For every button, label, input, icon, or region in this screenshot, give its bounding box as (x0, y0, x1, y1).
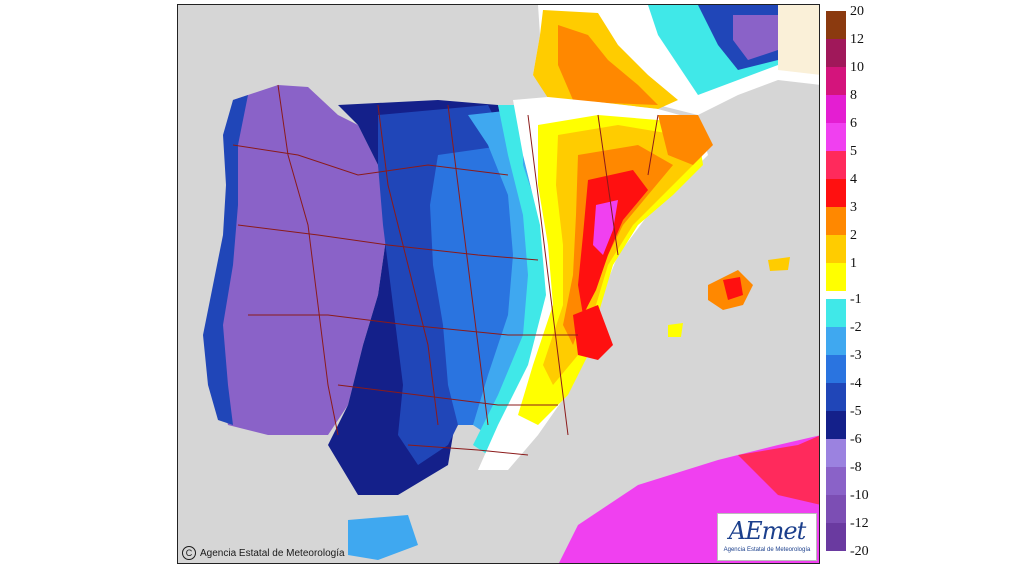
legend-swatch (826, 179, 846, 207)
legend-label: 8 (850, 88, 857, 103)
legend-swatch (826, 467, 846, 495)
legend-cold-row: -6 (826, 432, 886, 467)
legend-swatch (826, 411, 846, 439)
legend-swatch (826, 495, 846, 523)
aemet-logo: AEmet Agencia Estatal de Meteorología (717, 513, 817, 561)
legend-warm-row: 5 (826, 144, 886, 179)
legend-swatch (826, 39, 846, 67)
legend-label: 12 (850, 32, 864, 47)
legend-label: -3 (850, 348, 862, 363)
legend-label: -6 (850, 432, 862, 447)
africa-cold-strip (348, 515, 418, 560)
catalonia-red (658, 115, 713, 165)
legend-cold-row: -8 (826, 460, 886, 495)
color-legend: 20 12 10 8 6 5 4 3 2 1 -1 -2 -3 -4 -5 -6 -8 -10 -12 -20 (826, 4, 886, 566)
anomaly-map: C Agencia Estatal de Meteorología AEmet … (177, 4, 820, 564)
legend-swatch (826, 263, 846, 291)
legend-swatch (826, 67, 846, 95)
portugal-landmass (208, 85, 388, 435)
province-borders (232, 84, 659, 456)
copyright-notice: C Agencia Estatal de Meteorología (182, 546, 345, 560)
spain-east-red (578, 170, 648, 315)
ibiza (668, 323, 683, 337)
legend-swatch (826, 123, 846, 151)
france-plain (778, 5, 819, 75)
legend-warm-row: 3 (826, 200, 886, 235)
legend-warm-row: 4 (826, 172, 886, 207)
legend-label: -12 (850, 516, 869, 531)
legend-cold-row: -12 (826, 516, 886, 551)
legend-swatch (826, 11, 846, 39)
legend-label: 4 (850, 172, 857, 187)
valencia-red (573, 305, 613, 360)
legend-cold-row: -2 (826, 320, 886, 355)
legend-label: -2 (850, 320, 862, 335)
legend-label: 5 (850, 144, 857, 159)
africa-pink (738, 435, 819, 505)
legend-cold-row: -4 (826, 376, 886, 411)
legend-swatch (826, 355, 846, 383)
menorca (768, 257, 790, 271)
legend-warm-row: 2 (826, 228, 886, 263)
france-hot-region (558, 25, 658, 105)
legend-label: -1 (850, 292, 862, 307)
legend-label: 20 (850, 4, 864, 19)
legend-swatch (826, 523, 846, 551)
alps-coldest-region (733, 15, 778, 60)
legend-swatch (826, 439, 846, 467)
portugal-coast-fringe (203, 95, 248, 425)
copyright-icon: C (182, 546, 196, 560)
legend-cold-row: -1 (826, 292, 886, 327)
mallorca-core (723, 277, 743, 300)
legend-label: -8 (850, 460, 862, 475)
legend-label: -5 (850, 404, 862, 419)
legend-label: -4 (850, 376, 862, 391)
legend-label: 6 (850, 116, 857, 131)
legend-label: -10 (850, 488, 869, 503)
legend-swatch (826, 299, 846, 327)
legend-label: 3 (850, 200, 857, 215)
legend-label: 1 (850, 256, 857, 271)
legend-cold-row: -5 (826, 404, 886, 439)
legend-warm-row: 20 (826, 4, 886, 39)
legend-cold-row: -3 (826, 348, 886, 383)
legend-swatch (826, 95, 846, 123)
logo-mark: AEmet (728, 517, 806, 545)
legend-swatch (826, 151, 846, 179)
legend-label: 2 (850, 228, 857, 243)
legend-bottom-label: -20 (850, 544, 869, 559)
legend-cold-row: -10 (826, 488, 886, 523)
legend-warm-row: 10 (826, 60, 886, 95)
legend-warm-row: 12 (826, 32, 886, 67)
legend-swatch (826, 235, 846, 263)
legend-warm-row: 1 (826, 256, 886, 291)
legend-swatch (826, 383, 846, 411)
map-canvas (203, 5, 819, 563)
logo-subtitle: Agencia Estatal de Meteorología (723, 547, 811, 553)
legend-swatch (826, 327, 846, 355)
legend-warm-row: 8 (826, 88, 886, 123)
legend-swatch (826, 207, 846, 235)
legend-label: 10 (850, 60, 864, 75)
legend-warm-row: 6 (826, 116, 886, 151)
copyright-text: Agencia Estatal de Meteorología (200, 547, 345, 559)
